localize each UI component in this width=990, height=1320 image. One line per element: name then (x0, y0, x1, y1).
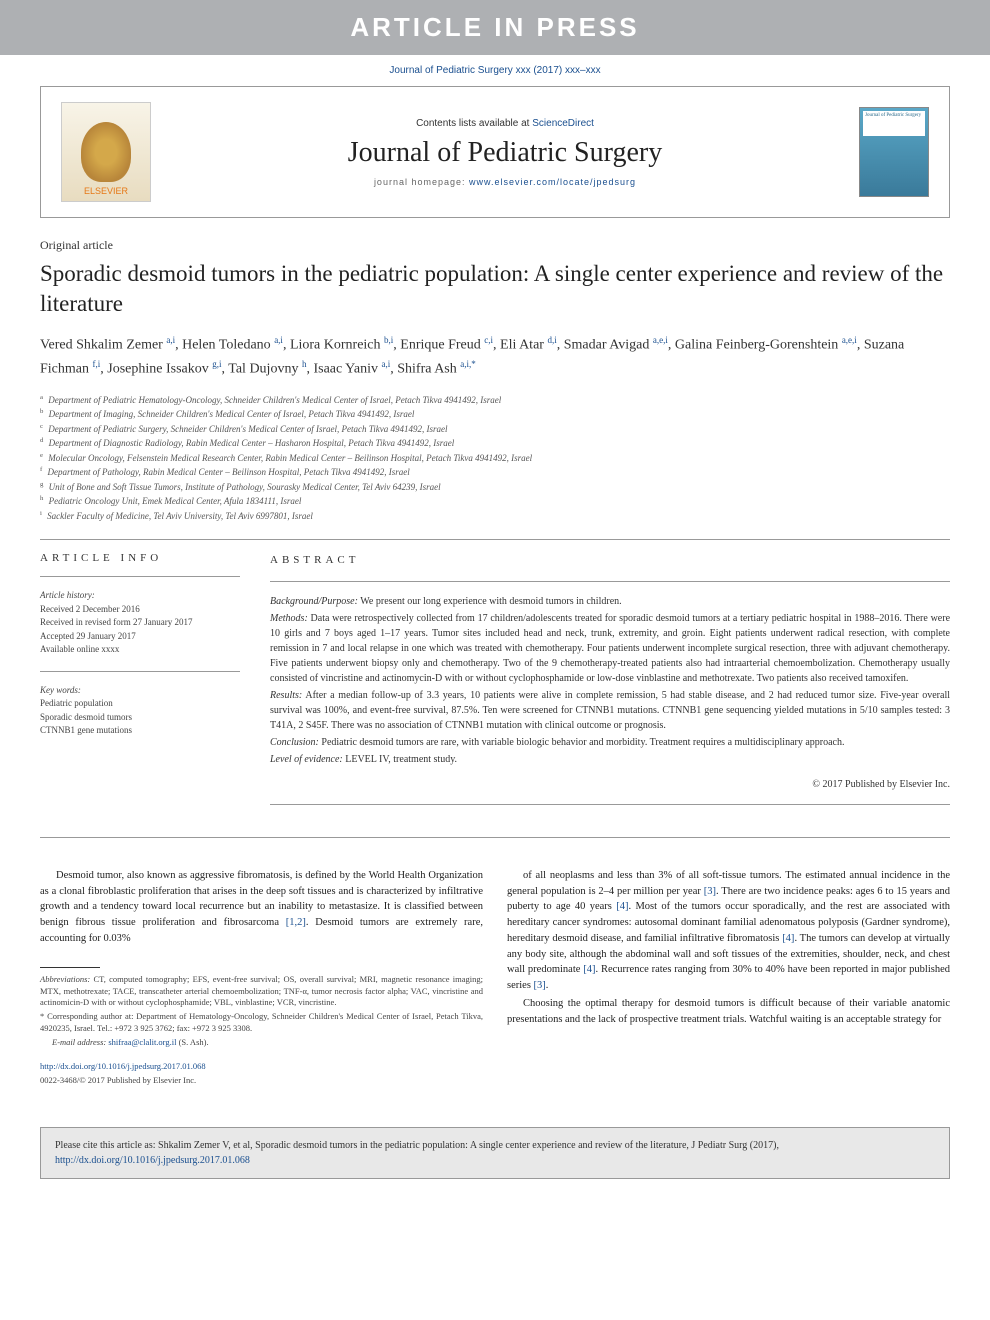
copyright: © 2017 Published by Elsevier Inc. (270, 777, 950, 792)
article-in-press-banner: ARTICLE IN PRESS (0, 0, 990, 55)
affiliation-item: c Department of Pediatric Surgery, Schne… (40, 422, 950, 437)
history-label: Article history: (40, 589, 240, 603)
email-line: E-mail address: shifraa@clalit.org.il (S… (40, 1037, 483, 1049)
keywords-label: Key words: (40, 684, 240, 698)
ref-link[interactable]: [1,2] (286, 917, 306, 928)
history-line: Received 2 December 2016 (40, 603, 240, 617)
history-line: Accepted 29 January 2017 (40, 630, 240, 644)
journal-cover-thumbnail: Journal of Pediatric Surgery (859, 107, 929, 197)
affiliation-item: e Molecular Oncology, Felsenstein Medica… (40, 451, 950, 466)
affiliation-item: d Department of Diagnostic Radiology, Ra… (40, 436, 950, 451)
keywords: Key words: Pediatric populationSporadic … (40, 684, 240, 738)
abbrev-text: CT, computed tomography; EFS, event-free… (40, 974, 483, 1008)
methods-text: Data were retrospectively collected from… (270, 613, 950, 684)
elsevier-logo: ELSEVIER (61, 102, 151, 202)
journal-header: ELSEVIER Contents lists available at Sci… (40, 86, 950, 218)
affiliation-item: h Pediatric Oncology Unit, Emek Medical … (40, 494, 950, 509)
citation-box: Please cite this article as: Shkalim Zem… (40, 1127, 950, 1179)
article-info-column: ARTICLE INFO Article history: Received 2… (40, 552, 240, 817)
abbreviations: Abbreviations: CT, computed tomography; … (40, 974, 483, 1010)
homepage-prefix: journal homepage: (374, 177, 469, 187)
info-abstract-row: ARTICLE INFO Article history: Received 2… (40, 552, 950, 817)
results-label: Results: (270, 690, 302, 701)
doi-line: http://dx.doi.org/10.1016/j.jpedsurg.201… (40, 1061, 483, 1073)
affiliation-item: f Department of Pathology, Rabin Medical… (40, 465, 950, 480)
history-line: Available online xxxx (40, 643, 240, 657)
divider (40, 837, 950, 838)
divider (40, 539, 950, 540)
body-paragraph: Choosing the optimal therapy for desmoid… (507, 996, 950, 1028)
body-paragraph: of all neoplasms and less than 3% of all… (507, 868, 950, 994)
email-name: (S. Ash). (179, 1037, 209, 1047)
abbrev-label: Abbreviations: (40, 974, 90, 984)
affiliation-item: i Sackler Faculty of Medicine, Tel Aviv … (40, 509, 950, 524)
ref-link[interactable]: [4] (782, 933, 794, 944)
contents-line: Contents lists available at ScienceDirec… (171, 118, 839, 129)
level-label: Level of evidence: (270, 754, 343, 765)
abstract-background: Background/Purpose: We present our long … (270, 594, 950, 609)
citation-doi-link[interactable]: http://dx.doi.org/10.1016/j.jpedsurg.201… (55, 1155, 250, 1166)
abstract-heading: ABSTRACT (270, 552, 950, 569)
cover-title: Journal of Pediatric Surgery (863, 111, 925, 136)
abstract-methods: Methods: Data were retrospectively colle… (270, 611, 950, 686)
divider (40, 671, 240, 672)
keyword-item: Pediatric population (40, 697, 240, 711)
abstract-column: ABSTRACT Background/Purpose: We present … (270, 552, 950, 817)
level-text: LEVEL IV, treatment study. (345, 754, 457, 765)
header-center: Contents lists available at ScienceDirec… (171, 118, 839, 187)
abstract-conclusion: Conclusion: Pediatric desmoid tumors are… (270, 735, 950, 750)
ref-link[interactable]: [4] (616, 901, 628, 912)
methods-label: Methods: (270, 613, 308, 624)
journal-reference: Journal of Pediatric Surgery xxx (2017) … (0, 55, 990, 86)
conclusion-label: Conclusion: (270, 737, 319, 748)
affiliation-item: g Unit of Bone and Soft Tissue Tumors, I… (40, 480, 950, 495)
affiliation-item: b Department of Imaging, Schneider Child… (40, 407, 950, 422)
divider (270, 804, 950, 805)
divider (270, 581, 950, 582)
sciencedirect-link[interactable]: ScienceDirect (532, 118, 594, 129)
affiliation-item: a Department of Pediatric Hematology-Onc… (40, 393, 950, 408)
abstract-level: Level of evidence: LEVEL IV, treatment s… (270, 752, 950, 767)
history-line: Received in revised form 27 January 2017 (40, 616, 240, 630)
elsevier-logo-text: ELSEVIER (84, 186, 128, 196)
divider (40, 576, 240, 577)
citation-text: Please cite this article as: Shkalim Zem… (55, 1140, 779, 1151)
article-content: Original article Sporadic desmoid tumors… (0, 218, 990, 1107)
article-info-heading: ARTICLE INFO (40, 552, 240, 564)
background-label: Background/Purpose: (270, 596, 358, 607)
keyword-item: Sporadic desmoid tumors (40, 711, 240, 725)
footnote-divider (40, 967, 100, 968)
ref-link[interactable]: [4] (583, 964, 595, 975)
footnotes: Abbreviations: CT, computed tomography; … (40, 967, 483, 1087)
journal-name: Journal of Pediatric Surgery (171, 137, 839, 169)
homepage-link[interactable]: www.elsevier.com/locate/jpedsurg (469, 177, 636, 187)
results-text: After a median follow-up of 3.3 years, 1… (270, 690, 950, 731)
doi-link[interactable]: http://dx.doi.org/10.1016/j.jpedsurg.201… (40, 1061, 206, 1071)
authors-list: Vered Shkalim Zemer a,i, Helen Toledano … (40, 333, 950, 381)
ref-link[interactable]: [3] (534, 980, 546, 991)
contents-prefix: Contents lists available at (416, 118, 532, 129)
ref-link[interactable]: [3] (704, 886, 716, 897)
corresponding-author: * Corresponding author at: Department of… (40, 1011, 483, 1035)
article-title: Sporadic desmoid tumors in the pediatric… (40, 259, 950, 319)
homepage-line: journal homepage: www.elsevier.com/locat… (171, 177, 839, 187)
affiliations-list: a Department of Pediatric Hematology-Onc… (40, 393, 950, 524)
article-history: Article history: Received 2 December 201… (40, 589, 240, 657)
elsevier-tree-icon (81, 122, 131, 182)
keyword-item: CTNNB1 gene mutations (40, 724, 240, 738)
email-link[interactable]: shifraa@clalit.org.il (108, 1037, 176, 1047)
abstract-results: Results: After a median follow-up of 3.3… (270, 688, 950, 733)
email-label: E-mail address: (52, 1037, 106, 1047)
conclusion-text: Pediatric desmoid tumors are rare, with … (321, 737, 844, 748)
issn-line: 0022-3468/© 2017 Published by Elsevier I… (40, 1075, 483, 1087)
body-text: Desmoid tumor, also known as aggressive … (40, 868, 950, 1087)
article-type: Original article (40, 238, 950, 253)
background-text: We present our long experience with desm… (360, 596, 621, 607)
body-paragraph: Desmoid tumor, also known as aggressive … (40, 868, 483, 947)
